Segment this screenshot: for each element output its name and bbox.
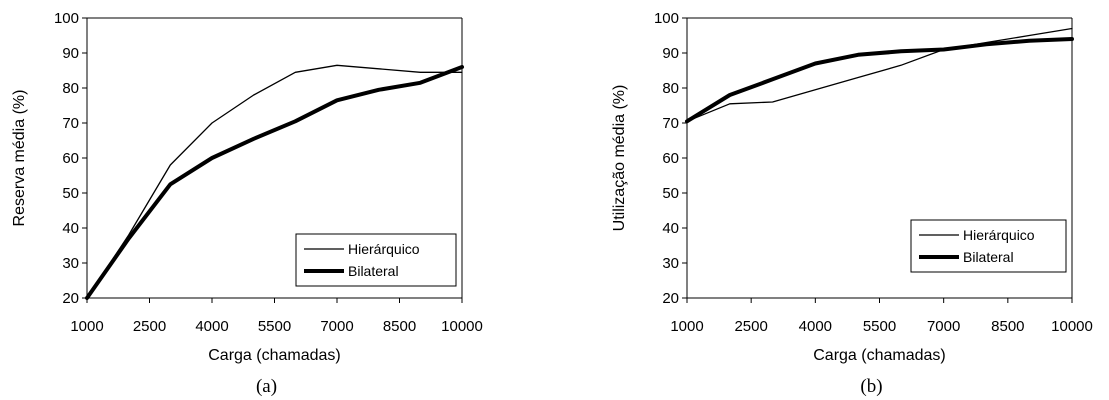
series-line-bilateral — [685, 37, 1074, 124]
legend-label: Hierárquico — [963, 227, 1035, 243]
legend-label: Hierárquico — [348, 241, 420, 257]
legend: Hierárquico Bilateral — [910, 219, 1067, 273]
y-tick-label: 40 — [62, 220, 79, 237]
y-tick-label: 60 — [62, 150, 79, 167]
y-tick-label: 60 — [662, 150, 679, 167]
figure-caption: (b) — [860, 376, 882, 397]
x-tick-label: 7000 — [320, 318, 353, 335]
x-tick-label: 8500 — [383, 318, 416, 335]
y-tick-label: 100 — [54, 10, 79, 27]
x-tick-label: 4000 — [799, 318, 832, 335]
x-tick-label: 7000 — [927, 318, 960, 335]
y-tick-label: 80 — [662, 80, 679, 97]
x-tick-label: 5500 — [258, 318, 291, 335]
x-tick-label: 4000 — [195, 318, 228, 335]
series-line-hierarquico — [686, 27, 1073, 122]
legend-label: Bilateral — [963, 249, 1014, 265]
y-tick-label: 100 — [654, 10, 679, 27]
chart-a: 20 30 40 50 60 70 80 90 100 1000 2500 4000 5500 7000 8… — [11, 10, 483, 397]
x-tick-label: 1000 — [70, 318, 103, 335]
legend-label: Bilateral — [348, 263, 399, 279]
y-tick-label: 90 — [62, 45, 79, 62]
figure-caption: (a) — [256, 376, 277, 397]
x-tick-label: 2500 — [133, 318, 166, 335]
y-tick-label: 70 — [662, 115, 679, 132]
y-tick-label: 30 — [662, 255, 679, 272]
x-axis-label: Carga (chamadas) — [813, 347, 946, 364]
y-tick-label: 80 — [62, 80, 79, 97]
y-tick-label: 70 — [62, 115, 79, 132]
x-tick-label: 1000 — [670, 318, 703, 335]
x-tick-label: 8500 — [991, 318, 1024, 335]
y-tick-label: 50 — [662, 185, 679, 202]
legend-box — [910, 219, 1067, 273]
x-tick-label: 10000 — [1051, 318, 1093, 335]
y-tick-label: 50 — [62, 185, 79, 202]
y-tick-label: 40 — [662, 220, 679, 237]
y-tick-label: 20 — [662, 290, 679, 307]
legend-box — [295, 233, 457, 287]
series-line-hierarquico — [86, 64, 463, 299]
y-axis-label: Utilização média (%) — [611, 85, 628, 232]
x-tick-label: 5500 — [863, 318, 896, 335]
chart-b: 20 30 40 50 60 70 80 90 100 1000 2500 4000 5500 7000 8… — [611, 10, 1093, 397]
x-tick-label: 2500 — [734, 318, 767, 335]
y-axis-label: Reserva média (%) — [11, 90, 28, 227]
y-tick-label: 20 — [62, 290, 79, 307]
x-axis-label: Carga (chamadas) — [208, 347, 341, 364]
y-tick-label: 90 — [662, 45, 679, 62]
legend: Hierárquico Bilateral — [295, 233, 457, 287]
y-tick-label: 30 — [62, 255, 79, 272]
series-line-bilateral — [85, 65, 464, 300]
x-tick-label: 10000 — [441, 318, 483, 335]
